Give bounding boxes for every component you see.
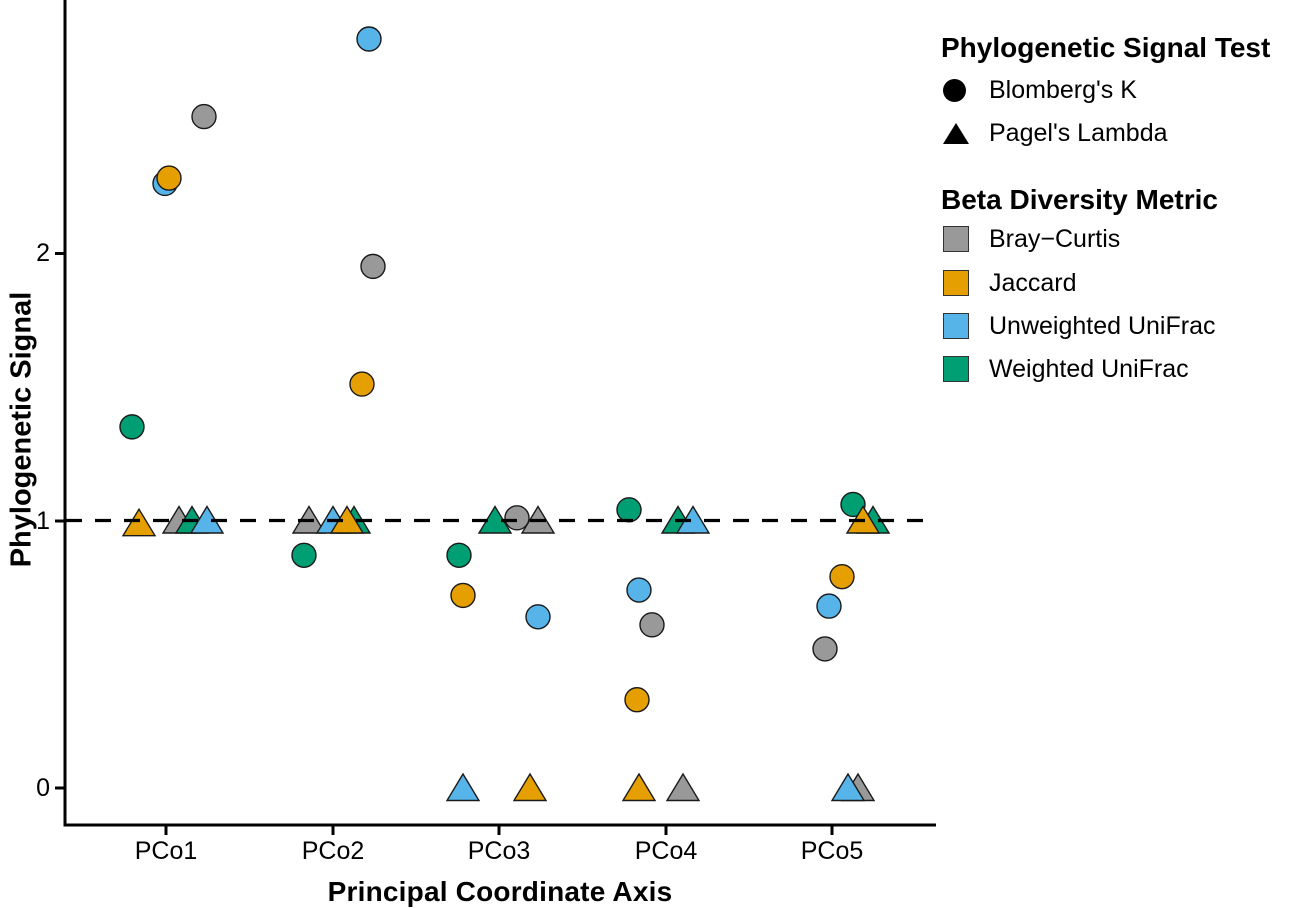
y-tick-label-2: 2 — [36, 239, 50, 267]
point-pco3-blomberg-s-k-jaccard — [450, 582, 476, 609]
legend-item-label: Jaccard — [989, 268, 1077, 297]
point-pco4-pagel-s-lambda-jaccard — [621, 772, 657, 802]
points-group — [119, 26, 891, 802]
legend-item-weighted-unifrac: Weighted UniFrac — [943, 354, 1189, 384]
point-pco4-blomberg-s-k-jaccard — [624, 687, 650, 713]
x-tick-label-pco1: PCo1 — [134, 837, 198, 865]
legend-item-label: Unweighted UniFrac — [989, 311, 1216, 340]
legend-item-blombergs-k: Blomberg's K — [943, 75, 1137, 105]
legend-item-label: Bray−Curtis — [989, 224, 1121, 253]
legend-item-label: Pagel's Lambda — [989, 118, 1168, 147]
point-pco5-pagel-s-lambda-unweighted-unifrac — [830, 772, 866, 802]
bray-curtis-swatch-icon — [943, 226, 989, 252]
point-pco2-blomberg-s-k-unweighted-unifrac — [356, 26, 382, 52]
legend-item-unweighted-unifrac: Unweighted UniFrac — [943, 311, 1216, 341]
point-pco4-pagel-s-lambda-bray-curtis — [665, 772, 701, 802]
point-pco3-blomberg-s-k-weighted-unifrac — [446, 542, 472, 568]
x-tick-label-pco3: PCo3 — [467, 837, 531, 865]
legend-item-label: Blomberg's K — [989, 75, 1137, 104]
jaccard-swatch-icon — [943, 270, 989, 296]
point-pco5-blomberg-s-k-jaccard — [829, 563, 855, 590]
legend-item-pagels-lambda: Pagel's Lambda — [943, 118, 1168, 148]
point-pco3-blomberg-s-k-bray-curtis — [504, 505, 530, 531]
point-pco5-blomberg-s-k-bray-curtis — [812, 636, 838, 662]
point-pco5-blomberg-s-k-weighted-unifrac — [840, 491, 866, 518]
pagels-lambda-triangle-icon — [943, 122, 989, 144]
x-tick-label-pco2: PCo2 — [301, 837, 365, 865]
point-pco3-pagel-s-lambda-unweighted-unifrac — [445, 772, 481, 802]
x-axis-ticks — [164, 826, 834, 835]
point-pco3-blomberg-s-k-unweighted-unifrac — [525, 604, 551, 630]
point-pco1-blomberg-s-k-bray-curtis — [191, 103, 217, 130]
point-pco2-blomberg-s-k-jaccard — [349, 371, 375, 397]
legend-item-jaccard: Jaccard — [943, 268, 1077, 298]
plot-panel — [55, 0, 936, 835]
x-axis-title: Principal Coordinate Axis — [327, 876, 673, 907]
point-pco4-blomberg-s-k-bray-curtis — [639, 612, 665, 638]
point-pco3-pagel-s-lambda-jaccard — [512, 772, 548, 802]
point-pco2-blomberg-s-k-weighted-unifrac — [291, 542, 317, 568]
point-pco1-blomberg-s-k-weighted-unifrac — [119, 414, 145, 440]
y-axis-title: Phylogenetic Signal — [5, 291, 38, 568]
x-tick-label-pco4: PCo4 — [634, 837, 698, 865]
point-pco5-blomberg-s-k-unweighted-unifrac — [816, 593, 842, 619]
color-legend-title: Beta Diversity Metric — [941, 184, 1219, 215]
legend-item-bray-curtis: Bray−Curtis — [943, 224, 1120, 254]
legend-item-label: Weighted UniFrac — [989, 354, 1189, 383]
shape-legend-title: Phylogenetic Signal Test — [941, 32, 1271, 63]
y-axis-ticks — [55, 252, 64, 790]
weighted-unifrac-swatch-icon — [943, 356, 989, 382]
point-pco2-blomberg-s-k-bray-curtis — [360, 253, 386, 280]
point-pco1-blomberg-s-k-jaccard — [156, 165, 182, 191]
x-tick-label-pco5: PCo5 — [800, 837, 864, 865]
unweighted-unifrac-swatch-icon — [943, 313, 989, 339]
point-pco1-pagel-s-lambda-jaccard — [121, 507, 157, 537]
y-tick-label-1: 1 — [36, 507, 50, 535]
y-tick-label-0: 0 — [36, 774, 50, 802]
blombergs-k-circle-icon — [943, 78, 989, 102]
point-pco4-blomberg-s-k-unweighted-unifrac — [626, 577, 652, 603]
point-pco4-blomberg-s-k-weighted-unifrac — [616, 497, 642, 523]
